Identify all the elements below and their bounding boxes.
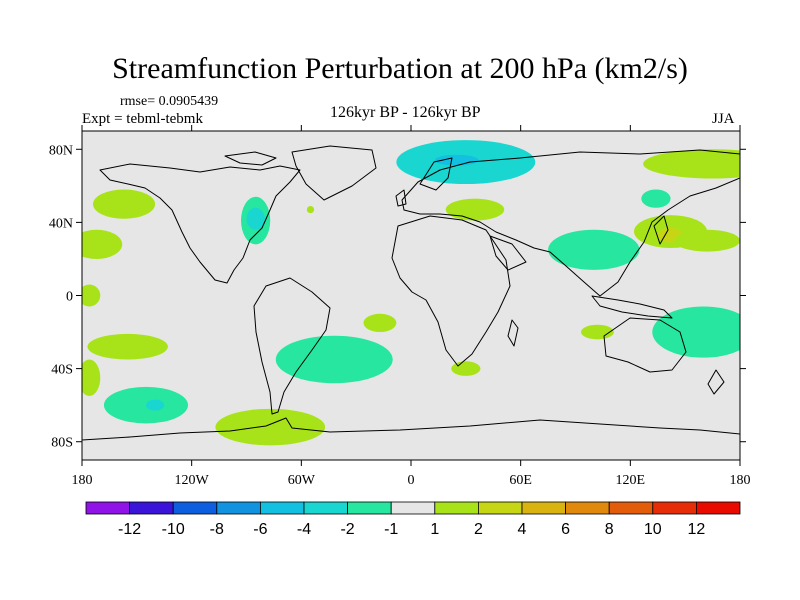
lon-tick-label: 0 — [408, 473, 415, 488]
colorbar-swatch — [347, 501, 392, 515]
coastline-japan — [653, 215, 669, 245]
coastline-layer — [82, 145, 740, 441]
coastline-madagascar — [507, 319, 519, 347]
period-label: 126kyr BP - 126kyr BP — [330, 104, 481, 121]
colorbar-swatch — [129, 501, 174, 515]
coastline-australia — [603, 317, 687, 373]
colorbar-label: -2 — [340, 521, 354, 538]
anomaly-australia — [652, 306, 740, 358]
coastline-scandinavia — [419, 157, 453, 191]
anomaly-west-pacific — [674, 229, 740, 252]
colorbar-label: 2 — [474, 521, 483, 538]
colorbar-label: -10 — [162, 521, 185, 538]
colorbar-swatch — [259, 501, 305, 515]
lon-tick-label: 120E — [616, 473, 646, 488]
anomaly-newfoundland — [306, 205, 315, 214]
colorbar-swatch — [85, 501, 130, 515]
lon-tick-label: 60W — [288, 473, 316, 488]
colorbar-swatch — [521, 501, 566, 515]
anomaly-south-atlantic-east — [363, 313, 397, 333]
colorbar-swatch — [390, 501, 436, 515]
colorbar-label: -4 — [297, 521, 311, 538]
anomaly-far-south-pacific — [82, 359, 101, 397]
colorbar-label: 1 — [430, 521, 439, 538]
lat-tick-label: 80N — [49, 143, 73, 158]
anomaly-layer — [82, 140, 740, 446]
colorbar-label: 8 — [605, 521, 614, 538]
colorbar-swatch — [172, 501, 218, 515]
anomaly-alaska-gulf — [92, 189, 156, 219]
colorbar-label: -8 — [210, 521, 224, 538]
experiment-label: Expt = tebml-tebmk — [82, 111, 203, 127]
colorbar-swatch — [652, 501, 697, 515]
anomaly-south-pacific-core — [145, 399, 165, 411]
colorbar: -12 -10 -8 -6 -4 -2 -1 1 2 4 6 8 10 12 — [85, 501, 741, 538]
season-label: JJA — [712, 111, 735, 127]
lon-tick-label: 60E — [509, 473, 532, 488]
latitude-axis: 80N 40N 0 40S 80S — [49, 143, 746, 451]
coastline-eurasia — [401, 149, 740, 297]
coastline-indonesia — [591, 295, 673, 319]
colorbar-swatch — [303, 501, 348, 515]
colorbar-label: -6 — [253, 521, 267, 538]
anomaly-north-pacific-ne — [643, 149, 740, 179]
lon-tick-label: 180 — [730, 473, 751, 488]
anomaly-equatorial-east-pacific — [82, 284, 101, 307]
anomaly-south-atlantic — [275, 335, 393, 384]
colorbar-swatch — [565, 501, 610, 515]
coastline-north-america — [99, 163, 301, 284]
anomaly-north-america-core — [246, 207, 265, 230]
lon-tick-label: 180 — [72, 473, 93, 488]
chart-title: Streamfunction Perturbation at 200 hPa (… — [112, 52, 688, 85]
anomaly-black-sea — [445, 198, 505, 221]
rmse-label: rmse= 0.0905439 — [120, 94, 219, 109]
longitude-axis: 180 120W 60W 0 60E 120E 180 — [72, 125, 751, 488]
lon-tick-label: 120W — [175, 473, 210, 488]
lat-tick-label: 80S — [51, 436, 73, 451]
coastline-south-america — [253, 277, 331, 415]
coastline-british-isles — [395, 189, 407, 207]
coastline-new-zealand — [707, 369, 725, 395]
colorbar-label: 4 — [518, 521, 527, 538]
map-background — [82, 131, 740, 460]
colorbar-label: -1 — [384, 521, 398, 538]
anomaly-central-north-pacific — [82, 229, 123, 259]
colorbar-label: 10 — [644, 521, 662, 538]
coastline-arabia — [489, 235, 527, 271]
colorbar-swatch — [477, 501, 523, 515]
colorbar-swatch — [434, 501, 479, 515]
coastline-antarctica — [82, 417, 740, 441]
lat-tick-label: 40S — [51, 363, 73, 378]
colorbar-swatch — [216, 501, 261, 515]
coastline-greenland — [291, 145, 377, 201]
anomaly-indian-ocean — [580, 324, 614, 340]
anomaly-southern-south-america — [215, 408, 326, 446]
coastline-arctic-islands — [224, 151, 277, 166]
colorbar-label: 12 — [688, 521, 706, 538]
anomaly-japan-north — [641, 189, 671, 208]
anomaly-south-pacific-west — [87, 333, 168, 360]
colorbar-label: 6 — [561, 521, 570, 538]
colorbar-label: -12 — [118, 521, 141, 538]
lat-tick-label: 40N — [49, 216, 73, 231]
coastline-africa — [391, 215, 511, 367]
colorbar-swatch — [608, 501, 654, 515]
colorbar-swatch — [696, 501, 741, 515]
lat-tick-label: 0 — [66, 290, 73, 305]
anomaly-south-asia — [548, 229, 640, 270]
